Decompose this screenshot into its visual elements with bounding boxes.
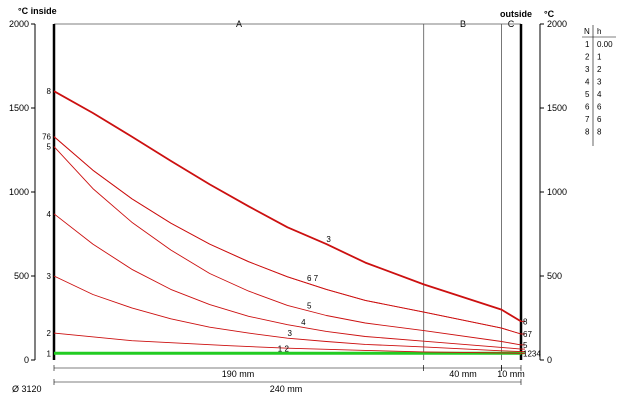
curve-label-3: 4 bbox=[301, 318, 306, 327]
series-lines bbox=[53, 90, 525, 355]
legend-h-6: 6 bbox=[597, 103, 602, 112]
legend-h-7: 6 bbox=[597, 115, 602, 124]
left-axis-title: °C inside bbox=[18, 6, 57, 16]
series-line-7 bbox=[53, 136, 522, 335]
curve-label-4: 3 bbox=[288, 329, 293, 338]
right-tick-label-1500: 1500 bbox=[547, 103, 567, 113]
legend-rows: 1 0.002 13 24 35 46 67 68 8 bbox=[585, 40, 613, 137]
series-line-8 bbox=[53, 90, 522, 323]
legend-h-1: 0.00 bbox=[597, 40, 613, 49]
outside-label: outside bbox=[500, 9, 532, 19]
legend-h-5: 4 bbox=[597, 90, 602, 99]
left-end-label-6: 1 bbox=[47, 349, 52, 358]
legend-n-1: 1 bbox=[585, 40, 590, 49]
dim-label-total: 240 mm bbox=[270, 384, 303, 394]
left-end-label-1: 76 bbox=[42, 133, 51, 142]
right-axis-title: °C bbox=[544, 9, 555, 19]
left-end-label-4: 3 bbox=[47, 272, 52, 281]
legend-n-4: 4 bbox=[585, 78, 590, 87]
right-tick-label-1000: 1000 bbox=[547, 187, 567, 197]
series-line-4 bbox=[53, 213, 522, 350]
left-tick-label-0: 0 bbox=[24, 355, 29, 365]
right-tick-label-500: 500 bbox=[547, 271, 562, 281]
legend-h-2: 1 bbox=[597, 53, 602, 62]
legend-n-3: 3 bbox=[585, 65, 590, 74]
legend-h-4: 3 bbox=[597, 78, 602, 87]
legend-n-6: 6 bbox=[585, 103, 590, 112]
right-end-label-0: 8 bbox=[523, 317, 528, 326]
dim-label-190: 190 mm bbox=[222, 369, 255, 379]
left-tick-label-1000: 1000 bbox=[9, 187, 29, 197]
left-end-label-0: 8 bbox=[47, 87, 52, 96]
legend-n-7: 7 bbox=[585, 115, 590, 124]
legend-n-5: 5 bbox=[585, 90, 590, 99]
axes: 0 0 500 500 1000 1000 1500 1500 2000 2000 bbox=[9, 19, 567, 365]
right-tick-label-2000: 2000 bbox=[547, 19, 567, 29]
legend-table: N h 1 0.002 13 24 35 46 67 68 8 bbox=[582, 25, 616, 146]
left-end-label-5: 2 bbox=[47, 329, 52, 338]
legend-header-n: N bbox=[584, 27, 590, 36]
right-end-label-3: 1234 bbox=[523, 349, 541, 358]
right-tick-label-0: 0 bbox=[547, 355, 552, 365]
series-line-5 bbox=[53, 146, 522, 346]
curve-label-0: 3 bbox=[326, 235, 331, 244]
dimension-lines bbox=[53, 365, 522, 385]
curve-label-5: 1 2 bbox=[278, 344, 290, 353]
left-tick-label-1500: 1500 bbox=[9, 103, 29, 113]
layer-boundaries bbox=[54, 23, 521, 360]
left-tick-label-500: 500 bbox=[14, 271, 29, 281]
diameter-label: Ø 3120 bbox=[12, 384, 42, 394]
legend-header-h: h bbox=[597, 27, 601, 36]
series-line-2 bbox=[53, 332, 522, 354]
legend-n-8: 8 bbox=[585, 128, 590, 137]
dim-label-10: 10 mm bbox=[497, 369, 525, 379]
left-end-label-2: 5 bbox=[47, 143, 52, 152]
dim-label-40: 40 mm bbox=[449, 369, 477, 379]
right-end-label-2: 5 bbox=[523, 341, 528, 350]
legend-h-8: 8 bbox=[597, 128, 602, 137]
left-end-label-3: 4 bbox=[47, 210, 52, 219]
legend-h-3: 2 bbox=[597, 65, 602, 74]
curve-label-1: 6 7 bbox=[307, 274, 319, 283]
legend-n-2: 2 bbox=[585, 53, 590, 62]
right-end-label-1: 67 bbox=[523, 330, 532, 339]
curve-label-2: 5 bbox=[307, 301, 312, 310]
left-tick-label-2000: 2000 bbox=[9, 19, 29, 29]
series-line-3 bbox=[53, 275, 522, 353]
